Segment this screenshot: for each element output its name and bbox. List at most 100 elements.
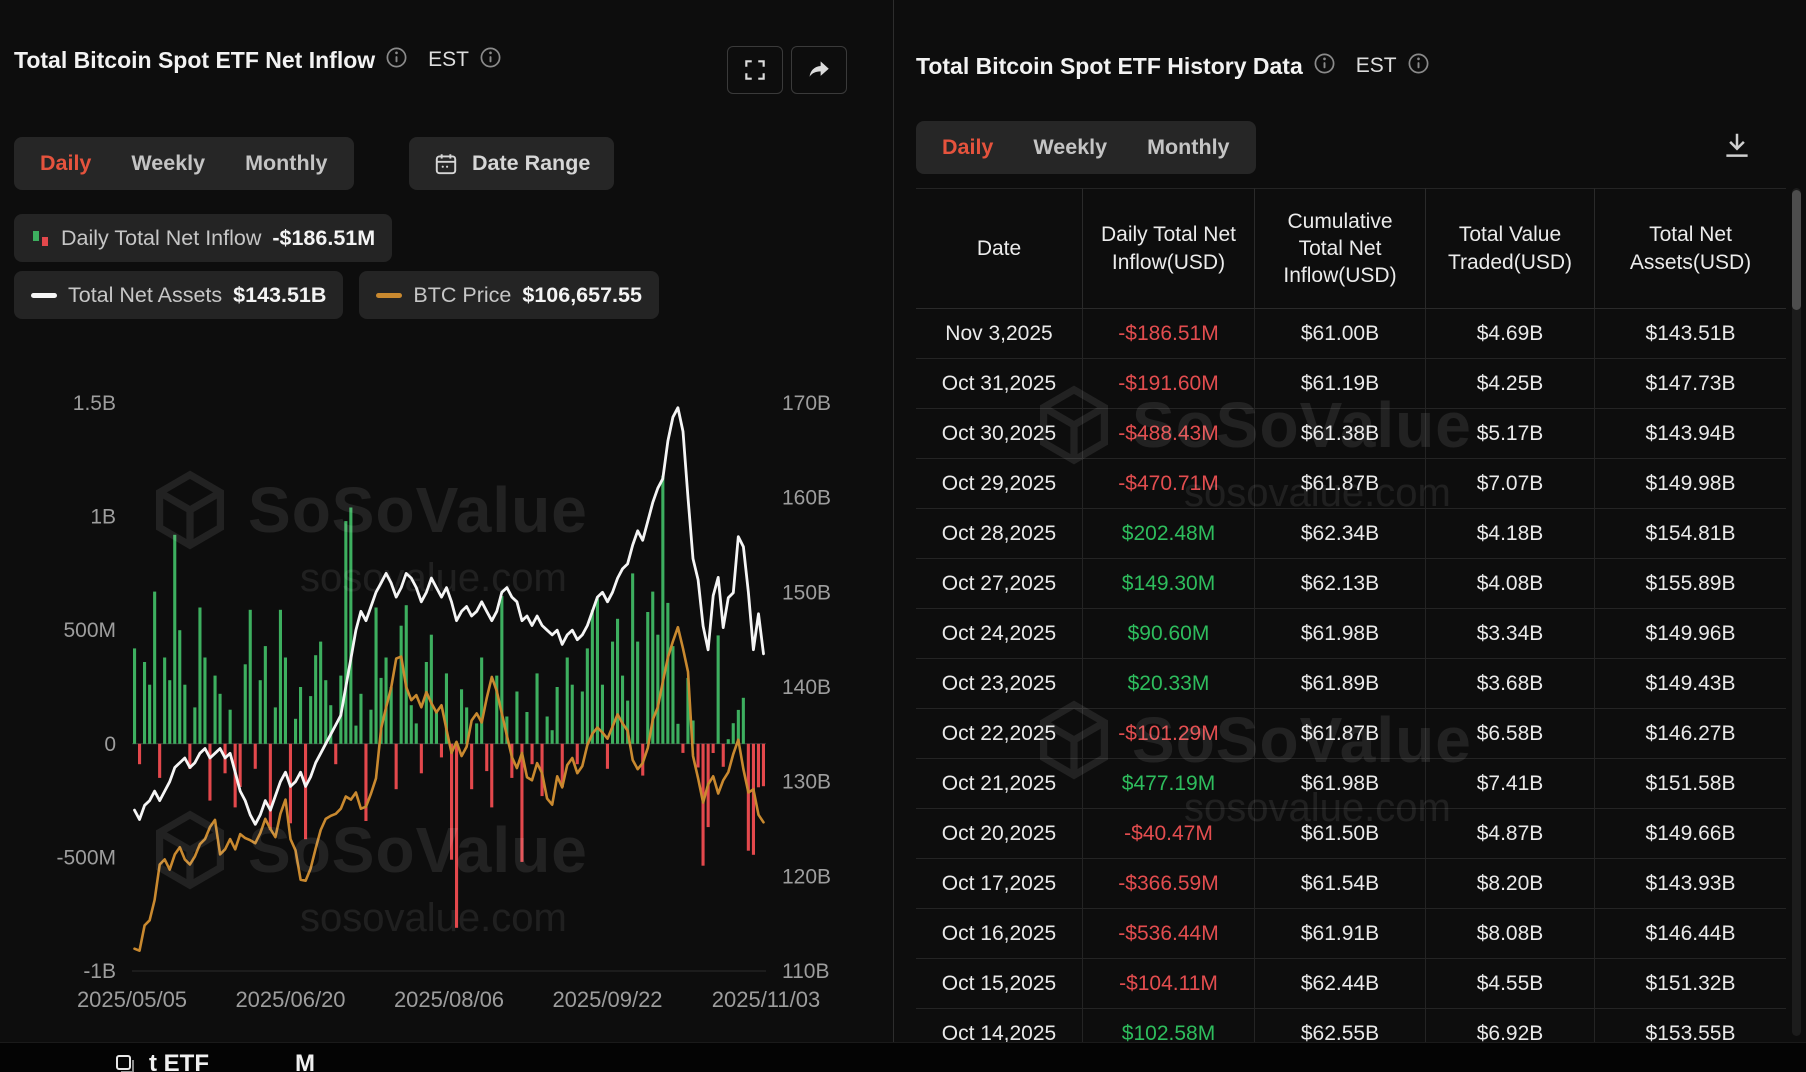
value-traded-cell: $7.07B (1426, 459, 1595, 509)
timezone-label: EST (428, 48, 469, 71)
daily-inflow-cell: $477.19M (1083, 759, 1255, 809)
date-cell: Oct 21,2025 (916, 759, 1083, 809)
info-icon[interactable] (385, 46, 408, 74)
value-traded-cell: $4.08B (1426, 559, 1595, 609)
table-row: Oct 24,2025 $90.60M $61.98B $3.34B $149.96B (916, 609, 1786, 659)
share-button[interactable] (791, 46, 847, 94)
value-traded-cell: $4.69B (1426, 309, 1595, 359)
net-assets-cell: $146.27B (1595, 709, 1786, 759)
table-row: Oct 14,2025 $102.58M $62.55B $6.92B $153.55B (916, 1009, 1786, 1042)
cumulative-inflow-cell: $61.87B (1255, 459, 1426, 509)
btc-line-icon (376, 292, 403, 298)
date-cell: Oct 27,2025 (916, 559, 1083, 609)
daily-inflow-cell: -$191.60M (1083, 359, 1255, 409)
legend-row-1: Daily Total Net Inflow -$186.51M (14, 214, 393, 262)
svg-text:2025/08/06: 2025/08/06 (394, 987, 504, 1012)
svg-text:0: 0 (104, 733, 116, 756)
tab-daily[interactable]: Daily (40, 151, 92, 175)
table-row: Oct 23,2025 $20.33M $61.89B $3.68B $149.43B (916, 659, 1786, 709)
daily-inflow-cell: $202.48M (1083, 509, 1255, 559)
info-icon[interactable] (1313, 52, 1336, 80)
tab-monthly[interactable]: Monthly (1147, 135, 1230, 159)
info-icon[interactable] (479, 46, 502, 74)
download-icon (1726, 133, 1748, 157)
value-traded-cell: $5.17B (1426, 409, 1595, 459)
legend-daily-net-inflow[interactable]: Daily Total Net Inflow -$186.51M (14, 214, 393, 262)
svg-text:2025/05/05: 2025/05/05 (77, 987, 187, 1012)
net-assets-cell: $143.93B (1595, 859, 1786, 909)
net-assets-cell: $151.58B (1595, 759, 1786, 809)
date-cell: Oct 28,2025 (916, 509, 1083, 559)
etf-chart[interactable]: 1.5B 1B 500M 0 -500M -1B 170B 160B 150B 140B 130B 1… (0, 382, 880, 1042)
scrollbar-thumb[interactable] (1792, 190, 1801, 310)
history-table: Date Daily Total Net Inflow(USD) Cumulativ… (916, 188, 1786, 1042)
legend-square-icon (116, 1055, 134, 1072)
interval-tabs: Daily Weekly Monthly (14, 137, 354, 190)
cumulative-inflow-cell: $62.44B (1255, 959, 1426, 1009)
legend-label: BTC Price (413, 282, 512, 307)
legend-label: Daily Total Net Inflow (61, 225, 262, 250)
net-assets-cell: $153.55B (1595, 1009, 1786, 1043)
net-assets-cell: $143.94B (1595, 409, 1786, 459)
daily-inflow-cell: $20.33M (1083, 659, 1255, 709)
date-range-label: Date Range (472, 151, 591, 175)
daily-inflow-cell: -$470.71M (1083, 459, 1255, 509)
svg-text:2025/11/03: 2025/11/03 (712, 987, 820, 1012)
svg-text:2025/06/20: 2025/06/20 (235, 987, 345, 1012)
cumulative-inflow-cell: $61.19B (1255, 359, 1426, 409)
daily-inflow-cell: $102.58M (1083, 1009, 1255, 1042)
cumulative-inflow-cell: $61.87B (1255, 709, 1426, 759)
info-icon[interactable] (1407, 52, 1430, 80)
value-traded-cell: $4.25B (1426, 359, 1595, 409)
legend-total-net-assets[interactable]: Total Net Assets $143.51B (14, 271, 344, 319)
cumulative-inflow-cell: $61.38B (1255, 409, 1426, 459)
net-assets-cell: $149.96B (1595, 609, 1786, 659)
date-cell: Oct 23,2025 (916, 659, 1083, 709)
value-traded-cell: $4.87B (1426, 809, 1595, 859)
table-row: Oct 30,2025 -$488.43M $61.38B $5.17B $143.94… (916, 409, 1786, 459)
legend-row-2: Total Net Assets $143.51B BTC Price $106… (14, 271, 659, 319)
column-header: Total Value Traded(USD) (1426, 188, 1595, 309)
date-cell: Oct 22,2025 (916, 709, 1083, 759)
date-cell: Oct 16,2025 (916, 909, 1083, 959)
tab-daily[interactable]: Daily (942, 135, 994, 159)
fullscreen-icon (745, 60, 765, 80)
date-cell: Oct 29,2025 (916, 459, 1083, 509)
value-traded-cell: $8.20B (1426, 859, 1595, 909)
svg-text:500M: 500M (63, 619, 116, 642)
date-range-button[interactable]: Date Range (409, 137, 615, 190)
date-cell: Nov 3,2025 (916, 309, 1083, 359)
tab-weekly[interactable]: Weekly (131, 151, 206, 175)
fullscreen-button[interactable] (727, 46, 783, 94)
tab-weekly[interactable]: Weekly (1033, 135, 1108, 159)
tab-monthly[interactable]: Monthly (245, 151, 328, 175)
cumulative-inflow-cell: $61.89B (1255, 659, 1426, 709)
date-cell: Oct 14,2025 (916, 1009, 1083, 1042)
net-assets-cell: $155.89B (1595, 559, 1786, 609)
history-table-body: Nov 3,2025 -$186.51M $61.00B $4.69B $143.51B… (916, 309, 1786, 1042)
cumulative-inflow-cell: $62.34B (1255, 509, 1426, 559)
net-assets-cell: $149.66B (1595, 809, 1786, 859)
table-row: Oct 28,2025 $202.48M $62.34B $4.18B $154.81B (916, 509, 1786, 559)
legend-btc-price[interactable]: BTC Price $106,657.55 (359, 271, 659, 319)
table-row: Oct 17,2025 -$366.59M $61.54B $8.20B $143.93… (916, 859, 1786, 909)
download-button[interactable] (1722, 130, 1752, 165)
timezone-label: EST (1355, 54, 1397, 77)
svg-text:170B: 170B (782, 392, 831, 415)
cumulative-inflow-cell: $62.13B (1255, 559, 1426, 609)
column-header: Daily Total Net Inflow(USD) (1083, 188, 1255, 309)
table-row: Oct 15,2025 -$104.11M $62.44B $4.55B $151.32… (916, 959, 1786, 1009)
cumulative-inflow-cell: $61.54B (1255, 859, 1426, 909)
net-assets-cell: $151.32B (1595, 959, 1786, 1009)
panel-divider (893, 0, 894, 1042)
assets-line-icon (31, 292, 57, 298)
svg-text:2025/09/22: 2025/09/22 (552, 987, 662, 1012)
value-traded-cell: $8.08B (1426, 909, 1595, 959)
table-title: Total Bitcoin Spot ETF History Data (916, 52, 1303, 79)
legend-label: Total Net Assets (68, 282, 223, 307)
calendar-icon (435, 153, 457, 174)
value-traded-cell: $3.34B (1426, 609, 1595, 659)
svg-text:1.5B: 1.5B (73, 392, 116, 415)
legend-value: $106,657.55 (522, 282, 642, 307)
